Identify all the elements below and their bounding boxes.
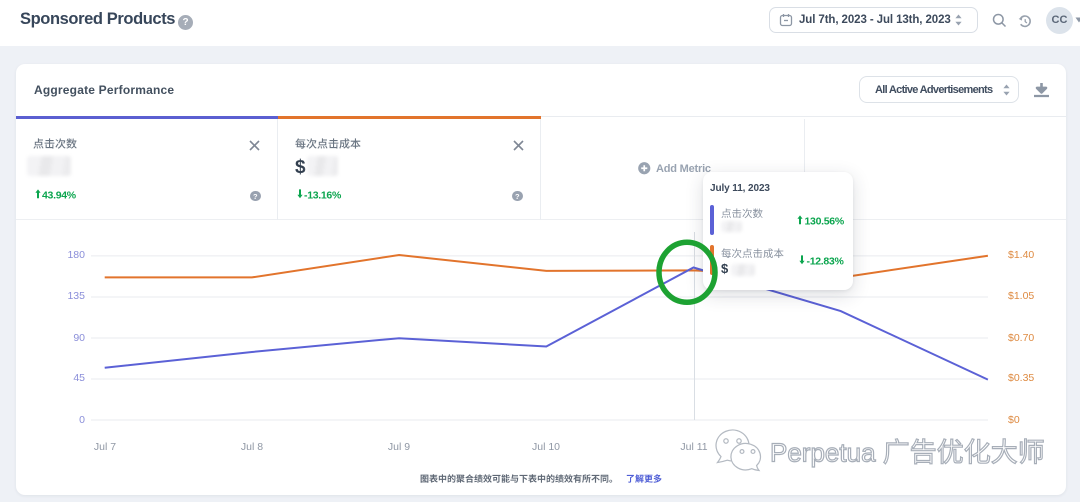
svg-text:Perpetua: Perpetua	[770, 438, 876, 468]
